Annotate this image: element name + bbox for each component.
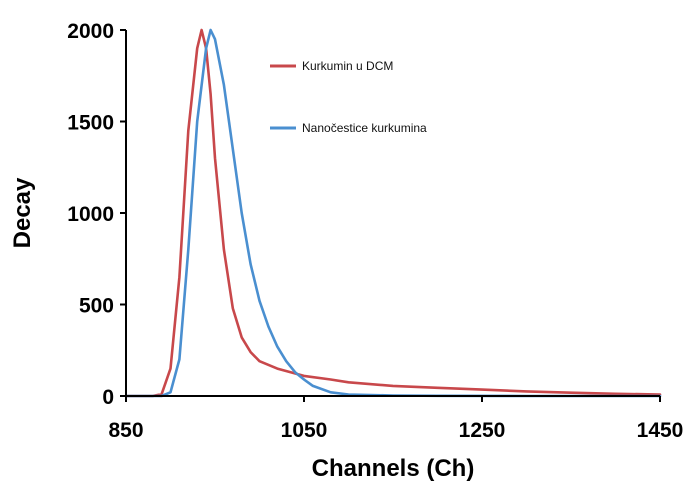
legend: Kurkumin u DCM Nanočestice kurkumina [270,59,427,135]
ticks-layer: 0 500 1000 1500 2000 850 1050 1250 1450 [67,20,683,442]
y-tick-label: 2000 [67,20,114,43]
legend-label-1: Kurkumin u DCM [302,59,393,73]
series-line-2 [124,28,662,398]
y-tick-label: 1500 [67,112,114,135]
y-tick-label: 500 [79,295,114,318]
x-tick-label: 1250 [459,419,506,442]
y-tick-label: 1000 [67,203,114,226]
series-line-1 [124,28,662,398]
series-layer [124,28,662,398]
x-axis-title: Channels (Ch) [312,455,475,482]
x-tick-label: 850 [108,419,143,442]
y-tick-label: 0 [102,386,114,409]
x-tick-label: 1450 [637,419,684,442]
y-axis-title: Decay [9,177,36,248]
x-tick-label: 1050 [281,419,328,442]
axes-layer [125,30,660,397]
legend-label-2: Nanočestice kurkumina [302,121,427,135]
